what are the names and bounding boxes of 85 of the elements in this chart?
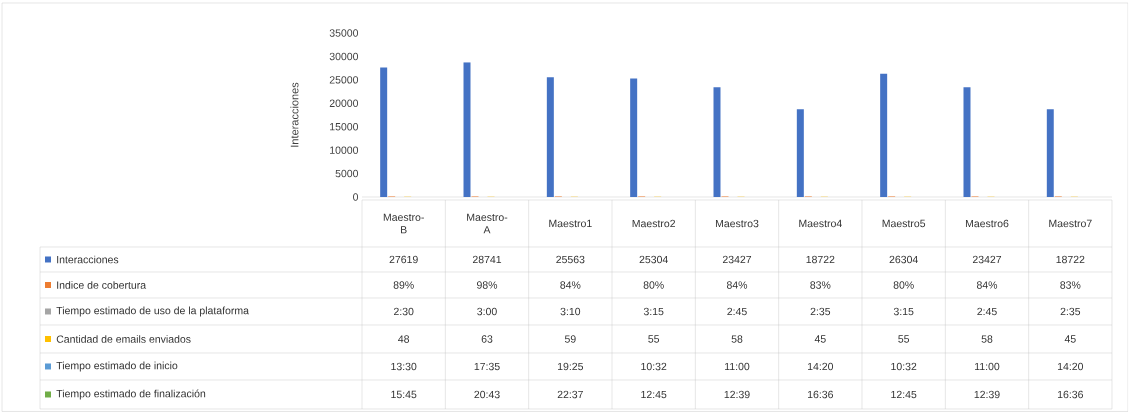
bar: [963, 87, 971, 197]
legend-label: Cantidad de emails enviados: [56, 335, 191, 343]
data-label: 45: [1064, 335, 1076, 343]
y-tick-label: 20000: [329, 99, 359, 107]
y-tick-label: 10000: [330, 146, 359, 154]
y-tick-label: 25000: [329, 76, 359, 84]
data-label: 19:25: [558, 362, 584, 371]
data-label: 83%: [1060, 281, 1081, 289]
data-label: 3:15: [893, 307, 914, 316]
data-label: 12:45: [891, 390, 917, 399]
data-label: 84%: [976, 281, 998, 289]
data-label: 11:00: [725, 362, 750, 371]
bar: [380, 67, 388, 197]
x-tick-label: Maestro3: [715, 219, 759, 228]
y-axis-title: Interacciones: [290, 82, 299, 147]
data-label: 14:20: [808, 362, 834, 371]
legend-label: Tiempo estimado de uso de la plataforma: [56, 306, 249, 317]
data-label: 58: [981, 335, 993, 343]
bar: [463, 62, 471, 197]
data-label: 45: [814, 335, 826, 343]
data-label: 2:30: [393, 307, 414, 316]
x-tick-label: Maestro6: [965, 219, 1009, 228]
data-label: 58: [731, 335, 743, 343]
data-label: 55: [898, 335, 910, 343]
data-label: 2:45: [977, 307, 997, 316]
data-label: 48: [398, 335, 410, 343]
data-label: 18722: [806, 255, 835, 264]
y-tick-label: 15000: [330, 123, 359, 131]
legend-label: Tiempo estimado de finalización: [56, 389, 206, 400]
bar: [546, 77, 554, 197]
data-label: 17:35: [474, 362, 500, 371]
data-label: 89%: [393, 281, 414, 289]
data-label: 2:35: [1060, 307, 1081, 316]
x-tick-label: Maestro5: [882, 219, 926, 228]
data-label: 10:32: [891, 362, 917, 371]
bar: [880, 73, 888, 197]
data-label: 28741: [472, 255, 502, 264]
data-label: 3:00: [477, 307, 497, 316]
data-label: 14:20: [1057, 362, 1084, 371]
legend-label: Tiempo estimado de inicio: [56, 361, 178, 372]
data-label: 84%: [726, 281, 748, 289]
data-label: 16:36: [808, 390, 834, 399]
bar: [796, 109, 804, 197]
data-label: 80%: [643, 281, 664, 289]
y-tick-label: 5000: [335, 169, 359, 178]
data-label: 12:45: [641, 390, 667, 399]
x-tick-label: Maestro2: [632, 219, 676, 228]
data-label: 15:45: [391, 390, 417, 399]
data-label: 80%: [893, 281, 914, 289]
data-label: 12:39: [724, 390, 750, 399]
data-label: 12:39: [974, 390, 1000, 399]
data-label: 22:37: [557, 390, 583, 399]
data-label: 2:35: [810, 307, 831, 316]
data-label: 10:32: [641, 362, 667, 371]
data-label: 25304: [639, 255, 668, 264]
bar: [630, 78, 638, 197]
y-tick-label: 0: [353, 193, 359, 201]
data-label: 23427: [972, 255, 1002, 264]
data-label: 26304: [889, 255, 918, 264]
data-label: 13:30: [391, 362, 417, 371]
data-label: 63: [481, 335, 493, 343]
y-tick-label: 30000: [329, 52, 359, 61]
data-label: 84%: [560, 281, 581, 289]
x-tick-label: Maestro-A: [467, 213, 508, 234]
x-tick-label: Maestro7: [1049, 219, 1092, 228]
y-tick-label: 35000: [329, 29, 359, 37]
data-label: 2:45: [727, 307, 747, 316]
data-label: 55: [648, 335, 660, 343]
data-label: 98%: [476, 281, 498, 289]
legend-label: Indice de cobertura: [57, 281, 147, 289]
data-label: 23427: [722, 255, 752, 264]
data-label: 18722: [1056, 255, 1085, 264]
data-label: 11:00: [975, 362, 1000, 371]
data-label: 27619: [389, 255, 418, 264]
x-tick-label: Maestro1: [549, 219, 592, 228]
x-tick-label: Maestro-B: [383, 213, 424, 234]
legend-label: Interacciones: [57, 255, 119, 264]
data-label: 20:43: [474, 390, 500, 399]
data-label: 83%: [810, 281, 831, 289]
data-label: 59: [564, 335, 576, 343]
data-label: 3:15: [643, 307, 664, 316]
data-label: 25563: [556, 255, 585, 264]
data-label: 16:36: [1057, 390, 1083, 399]
data-label: 3:10: [560, 307, 581, 316]
x-tick-label: Maestro4: [799, 219, 842, 228]
